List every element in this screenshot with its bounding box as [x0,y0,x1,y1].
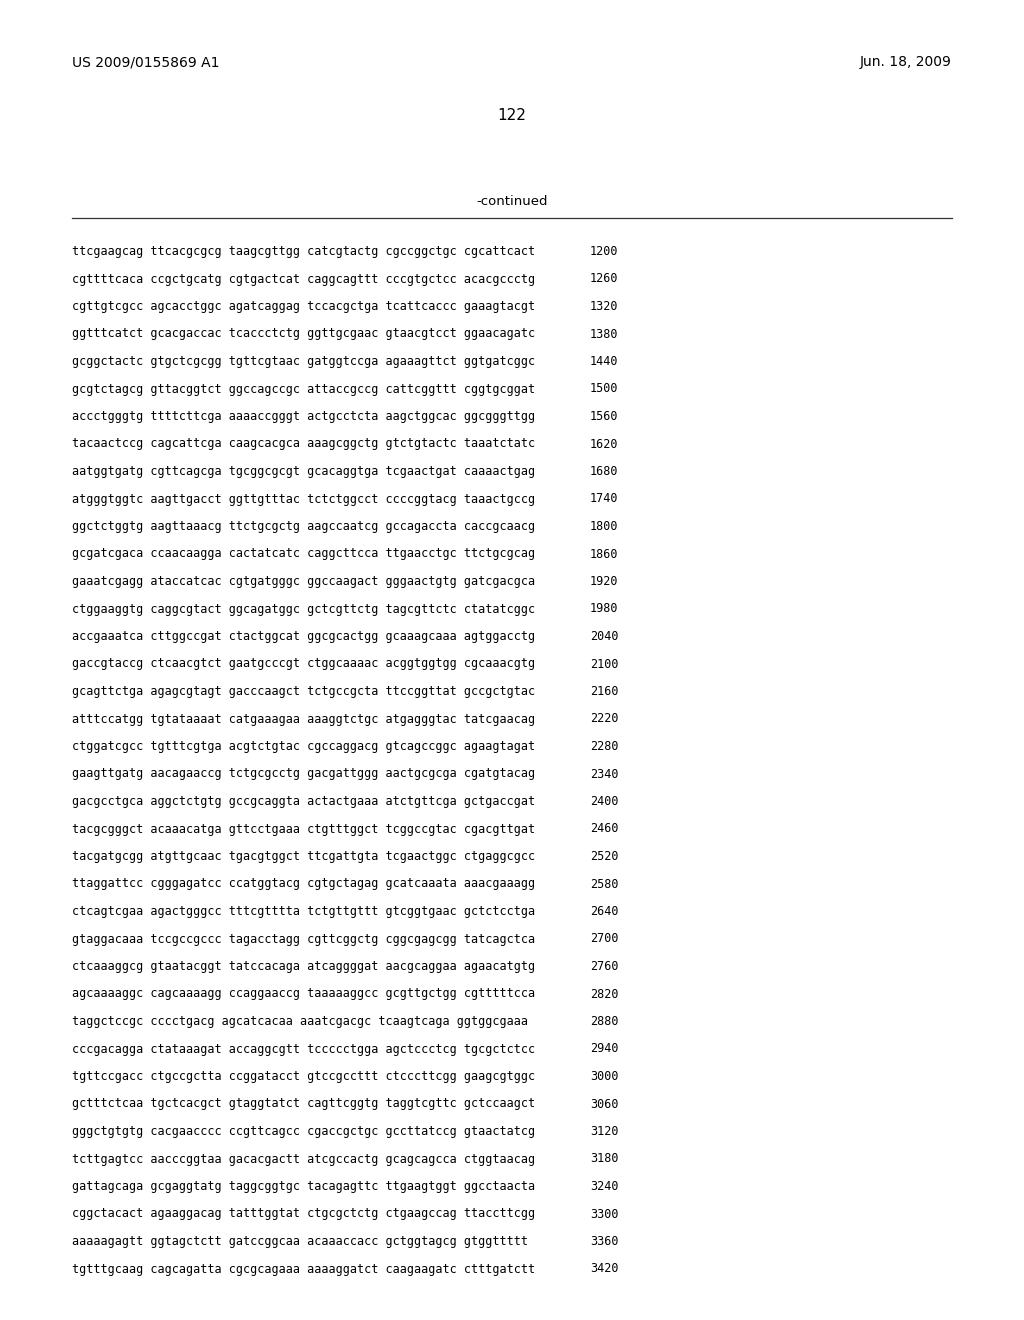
Text: gctttctcaa tgctcacgct gtaggtatct cagttcggtg taggtcgttc gctccaagct: gctttctcaa tgctcacgct gtaggtatct cagttcg… [72,1097,536,1110]
Text: 2640: 2640 [590,906,618,917]
Text: 2820: 2820 [590,987,618,1001]
Text: gtaggacaaa tccgccgccc tagacctagg cgttcggctg cggcgagcgg tatcagctca: gtaggacaaa tccgccgccc tagacctagg cgttcgg… [72,932,536,945]
Text: 1440: 1440 [590,355,618,368]
Text: cccgacagga ctataaagat accaggcgtt tccccctgga agctccctcg tgcgctctcc: cccgacagga ctataaagat accaggcgtt tccccct… [72,1043,536,1056]
Text: 1560: 1560 [590,411,618,422]
Text: tacgcgggct acaaacatga gttcctgaaa ctgtttggct tcggccgtac cgacgttgat: tacgcgggct acaaacatga gttcctgaaa ctgtttg… [72,822,536,836]
Text: 2880: 2880 [590,1015,618,1028]
Text: gattagcaga gcgaggtatg taggcggtgc tacagagttc ttgaagtggt ggcctaacta: gattagcaga gcgaggtatg taggcggtgc tacagag… [72,1180,536,1193]
Text: tcttgagtcc aacccggtaa gacacgactt atcgccactg gcagcagcca ctggtaacag: tcttgagtcc aacccggtaa gacacgactt atcgcca… [72,1152,536,1166]
Text: agcaaaaggc cagcaaaagg ccaggaaccg taaaaaggcc gcgttgctgg cgtttttcca: agcaaaaggc cagcaaaagg ccaggaaccg taaaaag… [72,987,536,1001]
Text: ctggatcgcc tgtttcgtga acgtctgtac cgccaggacg gtcagccggc agaagtagat: ctggatcgcc tgtttcgtga acgtctgtac cgccagg… [72,741,536,752]
Text: 1260: 1260 [590,272,618,285]
Text: 1800: 1800 [590,520,618,533]
Text: cggctacact agaaggacag tatttggtat ctgcgctctg ctgaagccag ttaccttcgg: cggctacact agaaggacag tatttggtat ctgcgct… [72,1208,536,1221]
Text: 3240: 3240 [590,1180,618,1193]
Text: gacgcctgca aggctctgtg gccgcaggta actactgaaa atctgttcga gctgaccgat: gacgcctgca aggctctgtg gccgcaggta actactg… [72,795,536,808]
Text: cgttttcaca ccgctgcatg cgtgactcat caggcagttt cccgtgctcc acacgccctg: cgttttcaca ccgctgcatg cgtgactcat caggcag… [72,272,536,285]
Text: gggctgtgtg cacgaacccc ccgttcagcc cgaccgctgc gccttatccg gtaactatcg: gggctgtgtg cacgaacccc ccgttcagcc cgaccgc… [72,1125,536,1138]
Text: 1980: 1980 [590,602,618,615]
Text: 3420: 3420 [590,1262,618,1275]
Text: 122: 122 [498,108,526,123]
Text: tacaactccg cagcattcga caagcacgca aaagcggctg gtctgtactc taaatctatc: tacaactccg cagcattcga caagcacgca aaagcgg… [72,437,536,450]
Text: 1380: 1380 [590,327,618,341]
Text: 1680: 1680 [590,465,618,478]
Text: ctggaaggtg caggcgtact ggcagatggc gctcgttctg tagcgttctc ctatatcggc: ctggaaggtg caggcgtact ggcagatggc gctcgtt… [72,602,536,615]
Text: 1200: 1200 [590,246,618,257]
Text: accctgggtg ttttcttcga aaaaccgggt actgcctcta aagctggcac ggcgggttgg: accctgggtg ttttcttcga aaaaccgggt actgcct… [72,411,536,422]
Text: 2160: 2160 [590,685,618,698]
Text: gcgtctagcg gttacggtct ggccagccgc attaccgccg cattcggttt cggtgcggat: gcgtctagcg gttacggtct ggccagccgc attaccg… [72,383,536,396]
Text: ttaggattcc cgggagatcc ccatggtacg cgtgctagag gcatcaaata aaacgaaagg: ttaggattcc cgggagatcc ccatggtacg cgtgcta… [72,878,536,891]
Text: 2760: 2760 [590,960,618,973]
Text: US 2009/0155869 A1: US 2009/0155869 A1 [72,55,219,69]
Text: 2340: 2340 [590,767,618,780]
Text: atgggtggtc aagttgacct ggttgtttac tctctggcct ccccggtacg taaactgccg: atgggtggtc aagttgacct ggttgtttac tctctgg… [72,492,536,506]
Text: -continued: -continued [476,195,548,209]
Text: 2700: 2700 [590,932,618,945]
Text: 2940: 2940 [590,1043,618,1056]
Text: gcggctactc gtgctcgcgg tgttcgtaac gatggtccga agaaagttct ggtgatcggc: gcggctactc gtgctcgcgg tgttcgtaac gatggtc… [72,355,536,368]
Text: gaccgtaccg ctcaacgtct gaatgcccgt ctggcaaaac acggtggtgg cgcaaacgtg: gaccgtaccg ctcaacgtct gaatgcccgt ctggcaa… [72,657,536,671]
Text: 3300: 3300 [590,1208,618,1221]
Text: ctcagtcgaa agactgggcc tttcgtttta tctgttgttt gtcggtgaac gctctcctga: ctcagtcgaa agactgggcc tttcgtttta tctgttg… [72,906,536,917]
Text: ggctctggtg aagttaaacg ttctgcgctg aagccaatcg gccagaccta caccgcaacg: ggctctggtg aagttaaacg ttctgcgctg aagccaa… [72,520,536,533]
Text: aatggtgatg cgttcagcga tgcggcgcgt gcacaggtga tcgaactgat caaaactgag: aatggtgatg cgttcagcga tgcggcgcgt gcacagg… [72,465,536,478]
Text: ggtttcatct gcacgaccac tcaccctctg ggttgcgaac gtaacgtcct ggaacagatc: ggtttcatct gcacgaccac tcaccctctg ggttgcg… [72,327,536,341]
Text: tacgatgcgg atgttgcaac tgacgtggct ttcgattgta tcgaactggc ctgaggcgcc: tacgatgcgg atgttgcaac tgacgtggct ttcgatt… [72,850,536,863]
Text: 2220: 2220 [590,713,618,726]
Text: 3360: 3360 [590,1236,618,1247]
Text: 2460: 2460 [590,822,618,836]
Text: Jun. 18, 2009: Jun. 18, 2009 [860,55,952,69]
Text: cgttgtcgcc agcacctggc agatcaggag tccacgctga tcattcaccc gaaagtacgt: cgttgtcgcc agcacctggc agatcaggag tccacgc… [72,300,536,313]
Text: atttccatgg tgtataaaat catgaaagaa aaaggtctgc atgagggtac tatcgaacag: atttccatgg tgtataaaat catgaaagaa aaaggtc… [72,713,536,726]
Text: 2040: 2040 [590,630,618,643]
Text: ctcaaaggcg gtaatacggt tatccacaga atcaggggat aacgcaggaa agaacatgtg: ctcaaaggcg gtaatacggt tatccacaga atcaggg… [72,960,536,973]
Text: gaagttgatg aacagaaccg tctgcgcctg gacgattggg aactgcgcga cgatgtacag: gaagttgatg aacagaaccg tctgcgcctg gacgatt… [72,767,536,780]
Text: accgaaatca cttggccgat ctactggcat ggcgcactgg gcaaagcaaa agtggacctg: accgaaatca cttggccgat ctactggcat ggcgcac… [72,630,536,643]
Text: 1860: 1860 [590,548,618,561]
Text: 3120: 3120 [590,1125,618,1138]
Text: 3000: 3000 [590,1071,618,1082]
Text: gaaatcgagg ataccatcac cgtgatgggc ggccaagact gggaactgtg gatcgacgca: gaaatcgagg ataccatcac cgtgatgggc ggccaag… [72,576,536,587]
Text: 2520: 2520 [590,850,618,863]
Text: 2100: 2100 [590,657,618,671]
Text: 1920: 1920 [590,576,618,587]
Text: tgttccgacc ctgccgctta ccggatacct gtccgccttt ctcccttcgg gaagcgtggc: tgttccgacc ctgccgctta ccggatacct gtccgcc… [72,1071,536,1082]
Text: gcgatcgaca ccaacaagga cactatcatc caggcttcca ttgaacctgc ttctgcgcag: gcgatcgaca ccaacaagga cactatcatc caggctt… [72,548,536,561]
Text: 1740: 1740 [590,492,618,506]
Text: 3180: 3180 [590,1152,618,1166]
Text: 2280: 2280 [590,741,618,752]
Text: 3060: 3060 [590,1097,618,1110]
Text: gcagttctga agagcgtagt gacccaagct tctgccgcta ttccggttat gccgctgtac: gcagttctga agagcgtagt gacccaagct tctgccg… [72,685,536,698]
Text: 1620: 1620 [590,437,618,450]
Text: 1320: 1320 [590,300,618,313]
Text: 2580: 2580 [590,878,618,891]
Text: 2400: 2400 [590,795,618,808]
Text: aaaaagagtt ggtagctctt gatccggcaa acaaaccacc gctggtagcg gtggttttt: aaaaagagtt ggtagctctt gatccggcaa acaaacc… [72,1236,528,1247]
Text: taggctccgc cccctgacg agcatcacaa aaatcgacgc tcaagtcaga ggtggcgaaa: taggctccgc cccctgacg agcatcacaa aaatcgac… [72,1015,528,1028]
Text: ttcgaagcag ttcacgcgcg taagcgttgg catcgtactg cgccggctgc cgcattcact: ttcgaagcag ttcacgcgcg taagcgttgg catcgta… [72,246,536,257]
Text: tgtttgcaag cagcagatta cgcgcagaaa aaaaggatct caagaagatc ctttgatctt: tgtttgcaag cagcagatta cgcgcagaaa aaaagga… [72,1262,536,1275]
Text: 1500: 1500 [590,383,618,396]
